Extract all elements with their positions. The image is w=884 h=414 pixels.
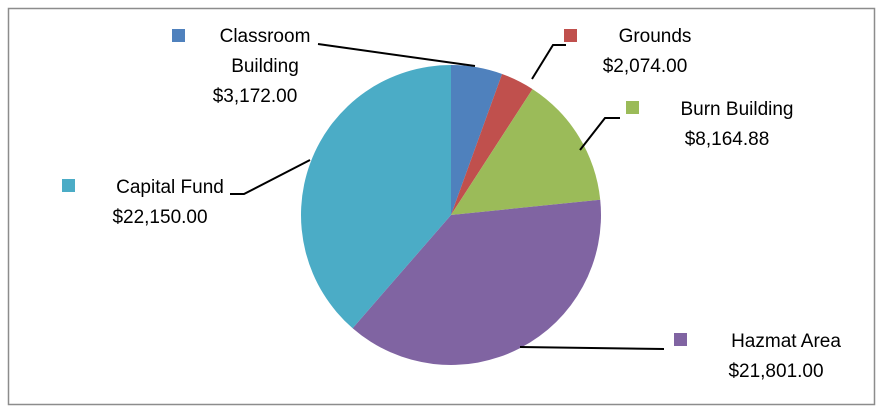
legend-swatch	[172, 29, 185, 42]
pie-slice	[451, 65, 503, 215]
slice-label: Capital Fund	[116, 177, 224, 198]
legend-swatch	[564, 29, 577, 42]
value-label: $2,074.00	[602, 56, 688, 77]
pie-slice	[352, 199, 601, 366]
value-label: $3,172.00	[212, 86, 298, 107]
value-label: $8,164.88	[684, 129, 770, 150]
slice-label: Burn Building	[680, 99, 794, 120]
legend-swatch	[626, 101, 639, 114]
slice-label: Grounds	[618, 26, 692, 47]
pie-slice	[301, 65, 451, 329]
leader-line	[531, 44, 566, 80]
legend-swatch	[674, 333, 687, 346]
leader-line	[519, 346, 665, 350]
slice-label: Classroom Building	[219, 26, 311, 77]
leader-line	[230, 159, 311, 195]
slice-label: Hazmat Area	[731, 331, 841, 352]
pie-slice	[451, 89, 601, 215]
leader-line	[317, 43, 476, 67]
value-label: $22,150.00	[112, 207, 208, 228]
leader-line	[579, 117, 620, 151]
legend-swatch	[62, 179, 75, 192]
pie-slice	[451, 73, 533, 215]
value-label: $21,801.00	[728, 361, 824, 382]
